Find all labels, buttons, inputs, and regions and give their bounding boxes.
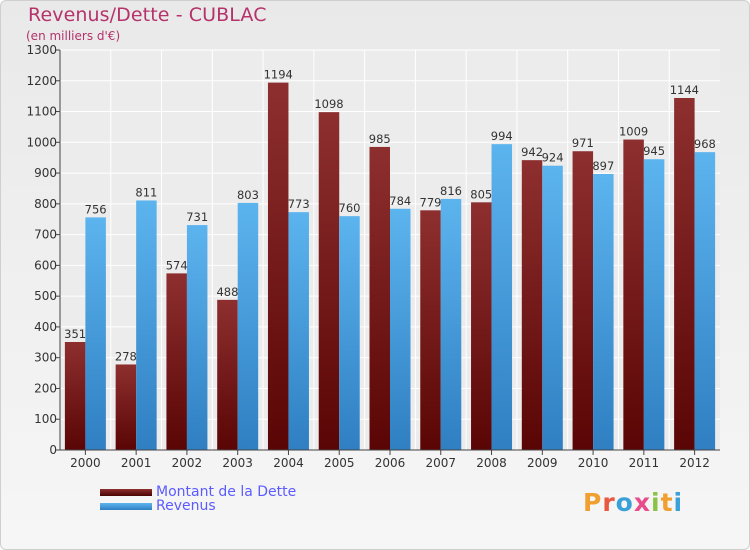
data-label: 945 — [643, 144, 665, 158]
data-label: 1098 — [314, 97, 343, 111]
bar-dette — [318, 112, 340, 451]
y-tick-label: 200 — [34, 381, 57, 395]
bar-revenus — [85, 217, 106, 450]
data-label: 942 — [521, 145, 543, 159]
bar-dette — [217, 299, 238, 450]
data-label: 784 — [389, 194, 411, 208]
logo-letter: r — [602, 488, 616, 517]
x-tick-label: 2000 — [70, 456, 101, 470]
data-label: 773 — [288, 197, 310, 211]
data-label: 779 — [420, 195, 442, 209]
logo-letter: o — [615, 488, 634, 517]
data-label: 574 — [166, 258, 188, 272]
data-label: 994 — [491, 129, 513, 143]
y-tick-label: 600 — [34, 258, 57, 272]
bar-dette — [267, 82, 289, 450]
x-tick-label: 2012 — [679, 456, 710, 470]
data-label: 805 — [470, 187, 492, 201]
x-tick-label: 2011 — [629, 456, 660, 470]
data-label: 278 — [115, 349, 137, 363]
bar-revenus — [390, 208, 411, 450]
y-tick-label: 700 — [34, 228, 57, 242]
bar-revenus — [491, 144, 513, 450]
x-tick-label: 2005 — [324, 456, 355, 470]
y-tick-label: 0 — [49, 443, 57, 457]
y-tick-label: 500 — [34, 289, 57, 303]
bar-revenus — [288, 212, 309, 450]
data-label: 488 — [216, 285, 238, 299]
logo-letter: i — [651, 488, 661, 517]
x-tick-label: 2003 — [222, 456, 253, 470]
data-label: 760 — [339, 201, 361, 215]
bar-dette — [674, 98, 695, 450]
bar-dette — [420, 210, 441, 450]
data-label: 924 — [542, 151, 564, 165]
y-tick-label: 1000 — [26, 135, 57, 149]
y-tick-label: 1100 — [26, 105, 57, 119]
bar-dette — [64, 342, 86, 450]
data-label: 756 — [85, 202, 107, 216]
data-label: 731 — [186, 210, 208, 224]
y-tick-label: 400 — [34, 320, 57, 334]
bar-revenus — [542, 165, 563, 450]
x-tick-label: 2002 — [172, 456, 203, 470]
data-label: 1009 — [619, 125, 648, 139]
y-tick-label: 300 — [34, 351, 57, 365]
y-tick-label: 100 — [34, 412, 57, 426]
x-tick-label: 2006 — [375, 456, 406, 470]
bar-dette — [166, 273, 187, 450]
bar-dette — [572, 151, 594, 450]
data-label: 803 — [237, 188, 259, 202]
bar-dette — [471, 202, 492, 450]
proxiti-logo: Proxiti — [583, 488, 683, 517]
data-label: 897 — [592, 159, 614, 173]
bar-dette — [369, 146, 390, 450]
data-label: 1194 — [264, 68, 293, 82]
data-label: 811 — [135, 185, 157, 199]
bar-revenus — [136, 200, 157, 450]
data-label: 1144 — [670, 83, 699, 97]
y-tick-label: 900 — [34, 166, 57, 180]
legend-label-debt: Montant de la Dette — [156, 484, 297, 500]
x-tick-label: 2010 — [578, 456, 609, 470]
x-tick-label: 2004 — [273, 456, 304, 470]
data-label: 971 — [572, 136, 594, 150]
chart-subtitle: (en milliers d'€) — [26, 29, 121, 43]
legend-swatch-debt — [100, 489, 152, 496]
logo-letter: t — [660, 488, 674, 517]
data-label: 968 — [694, 137, 716, 151]
data-label: 985 — [369, 132, 391, 146]
bar-dette — [521, 160, 543, 450]
bar-revenus — [694, 152, 716, 450]
logo-letter: x — [633, 488, 651, 517]
bar-dette — [115, 364, 137, 450]
data-label: 816 — [440, 184, 462, 198]
logo-letter: i — [673, 488, 684, 517]
bar-revenus — [440, 198, 462, 450]
y-tick-label: 1200 — [26, 74, 57, 88]
legend-swatch-revenus — [100, 503, 152, 510]
x-tick-label: 2007 — [425, 456, 456, 470]
chart-title: Revenus/Dette - CUBLAC — [28, 4, 267, 26]
bar-revenus — [237, 202, 259, 450]
y-tick-label: 800 — [34, 197, 57, 211]
bar-revenus — [593, 174, 614, 450]
legend-label-revenus: Revenus — [156, 498, 216, 514]
bar-dette — [623, 139, 644, 451]
logo-letter: P — [583, 488, 603, 517]
x-tick-label: 2009 — [527, 456, 558, 470]
bar-revenus — [643, 159, 665, 450]
y-tick-label: 1300 — [26, 43, 57, 57]
x-tick-label: 2001 — [121, 456, 152, 470]
bar-revenus — [186, 225, 208, 450]
data-label: 351 — [64, 327, 86, 341]
x-tick-label: 2008 — [476, 456, 507, 470]
bar-revenus — [339, 216, 360, 450]
